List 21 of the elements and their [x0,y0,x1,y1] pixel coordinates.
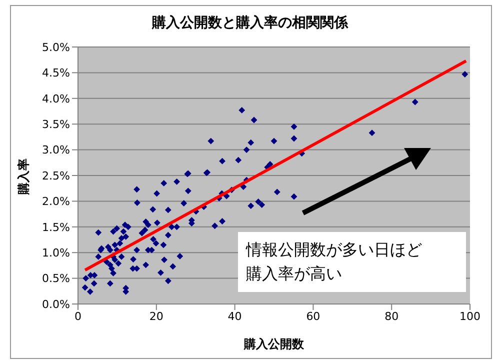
y-tick-label: 0.5% [42,272,70,286]
y-tick-label: 4.0% [42,92,70,106]
x-tick-label: 80 [384,310,399,323]
x-tick-label: 100 [460,310,480,323]
y-tick-label: 3.5% [42,118,70,132]
x-tick-label: 40 [228,310,242,323]
y-tick-label: 0.0% [42,298,70,311]
annotation: 情報公開数が多い日ほど購入率が高い [246,239,423,285]
y-tick-label: 2.5% [42,169,70,182]
x-tick-label: 0 [74,310,82,323]
y-tick-label: 1.0% [42,246,70,260]
chart-title: 購入公開数と購入率の相関関係 [150,14,350,32]
x-tick-label: 20 [149,310,164,323]
y-tick-label: 4.5% [42,66,70,80]
x-tick-label: 60 [306,310,320,323]
x-axis-title: 購入公開数 [242,336,305,353]
y-tick-label: 5.0% [42,40,70,54]
y-tick-label: 3.0% [42,144,70,157]
y-tick-label: 2.0% [42,195,70,208]
y-axis-title: 購入率 [16,158,32,196]
y-tick-label: 1.5% [42,220,70,234]
